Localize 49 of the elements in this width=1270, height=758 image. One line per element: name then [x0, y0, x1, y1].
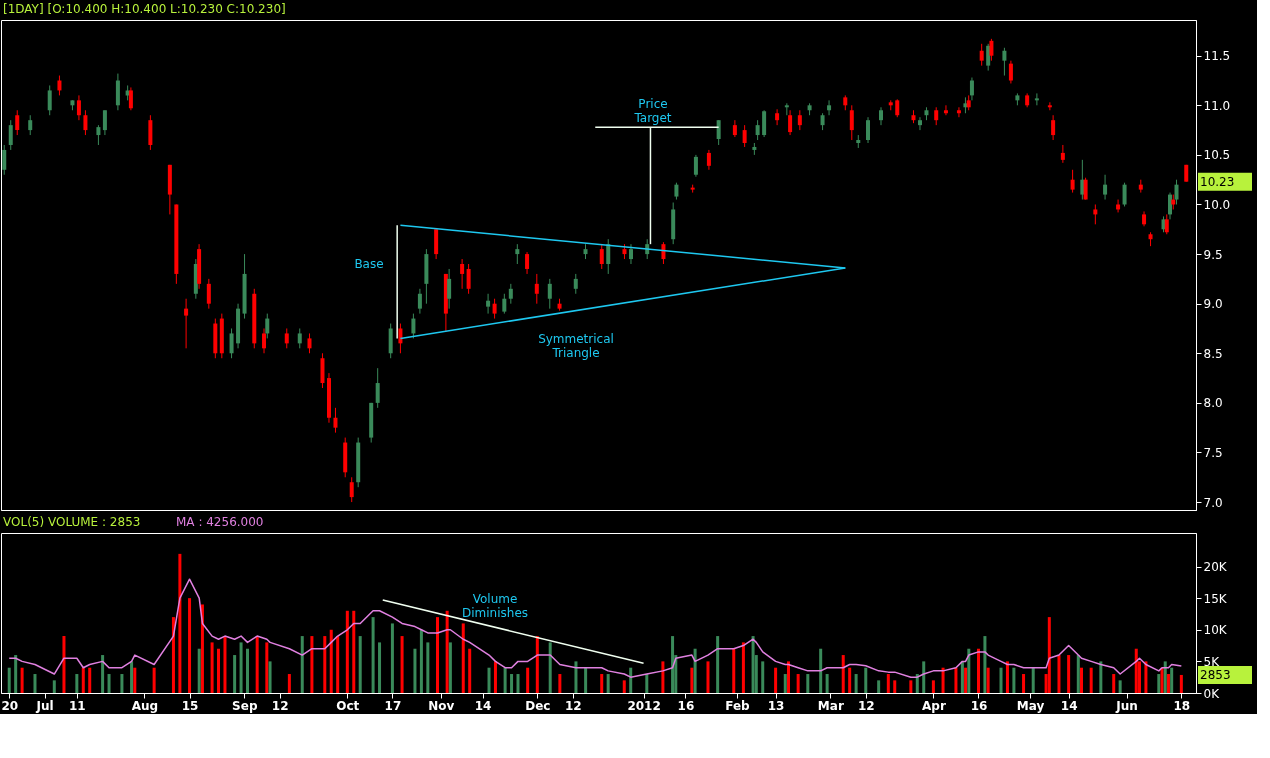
y-tick-label: 8.0 [1203, 396, 1223, 411]
x-tick-label: 18 [1173, 698, 1191, 713]
annotation: Base [354, 257, 384, 271]
y-tick-label: 10K [1203, 623, 1228, 638]
x-tick-label: 17 [384, 698, 402, 713]
y-tick-label: 20K [1203, 560, 1228, 575]
annotation: Price Target [633, 97, 672, 125]
y-tick-label: 9.0 [1203, 297, 1223, 312]
y-tick-label: 10.5 [1203, 148, 1231, 163]
x-tick-label: 15 [181, 698, 199, 713]
x-tick-label: 13 [767, 698, 785, 713]
y-tick-label: 7.0 [1203, 495, 1223, 510]
chart-title: [1DAY] [O:10.400 H:10.400 L:10.230 C:10.230] [3, 2, 286, 16]
x-tick-label: 16 [970, 698, 988, 713]
chart-title: VOL(5) VOLUME : 2853 [3, 515, 141, 529]
x-tick-label: Sep [232, 698, 258, 713]
x-tick-label: Dec [525, 698, 551, 713]
x-tick-label: 12 [271, 698, 289, 713]
x-tick-label: 14 [1060, 698, 1078, 713]
x-tick-label: Oct [336, 698, 360, 713]
y-tick-label: 10.0 [1203, 197, 1231, 212]
y-tick-label: 11.5 [1203, 49, 1231, 64]
annotation: Volume Diminishes [461, 592, 529, 620]
y-tick-label: 15K [1203, 591, 1228, 606]
annotation: Symmetrical Triangle [538, 332, 614, 360]
text: 2853 [1200, 667, 1231, 682]
x-tick-label: Mar [817, 698, 844, 713]
x-tick-label: Nov [428, 698, 455, 713]
x-tick-label: Jul [35, 698, 54, 713]
x-tick-label: 12 [857, 698, 875, 713]
x-tick-label: 20 [1, 698, 19, 713]
y-tick-label: 11.0 [1203, 98, 1231, 113]
x-tick-label: Aug [131, 698, 159, 713]
x-tick-label: May [1016, 698, 1045, 713]
x-tick-label: 2012 [627, 698, 661, 713]
y-tick-label: 9.5 [1203, 247, 1223, 262]
x-tick-label: Feb [725, 698, 751, 713]
y-tick-label: 7.5 [1203, 445, 1223, 460]
y-tick-label: 0K [1203, 686, 1221, 701]
x-tick-label: 12 [564, 698, 582, 713]
x-tick-label: 16 [677, 698, 695, 713]
x-tick-label: 14 [474, 698, 492, 713]
x-tick-label: 11 [68, 698, 86, 713]
text: 10.23 [1200, 174, 1235, 189]
y-tick-label: 8.5 [1203, 346, 1223, 361]
x-tick-label: Apr [921, 698, 946, 713]
y-tick-label: 5K [1203, 654, 1221, 669]
x-tick-label: Jun [1115, 698, 1138, 713]
text: MA : 4256.000 [176, 515, 264, 529]
